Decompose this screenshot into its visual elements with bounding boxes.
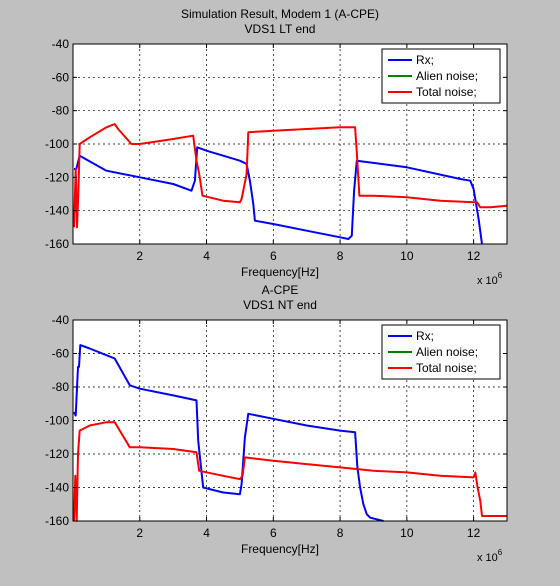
x-exponent-power: 6 <box>498 548 503 557</box>
y-tick-label: -120 <box>45 447 69 461</box>
y-tick-label: -60 <box>52 70 70 84</box>
y-tick-label: -100 <box>45 137 69 151</box>
x-tick-label: 4 <box>203 249 210 263</box>
x-exponent-base: x 10 <box>477 552 498 564</box>
x-tick-label: 2 <box>136 526 143 540</box>
series-line-rx <box>74 146 483 245</box>
chart-subtitle: VDS1 LT end <box>245 22 316 36</box>
series-line-totalnoise <box>73 123 508 229</box>
legend-label: Total noise; <box>416 85 477 99</box>
x-tick-label: 8 <box>337 249 344 263</box>
y-tick-label: -60 <box>52 347 70 361</box>
x-tick-label: 12 <box>467 249 481 263</box>
series-line-totalnoise <box>73 421 507 522</box>
y-tick-label: -40 <box>52 37 70 51</box>
x-tick-label: 6 <box>270 249 277 263</box>
x-tick-label: 10 <box>400 249 414 263</box>
x-axis-label: Frequency[Hz] <box>241 265 319 279</box>
y-tick-label: -100 <box>45 414 69 428</box>
y-tick-label: -120 <box>45 170 69 184</box>
legend-label: Total noise; <box>416 361 477 375</box>
x-axis-label: Frequency[Hz] <box>241 542 319 556</box>
x-tick-label: 12 <box>467 526 481 540</box>
x-tick-label: 2 <box>136 249 143 263</box>
x-tick-label: 8 <box>337 526 344 540</box>
legend-label: Alien noise; <box>416 69 478 83</box>
y-tick-label: -160 <box>45 237 69 251</box>
legend: Rx; Alien noise; Total noise; <box>381 324 501 380</box>
y-tick-label: -140 <box>45 204 69 218</box>
chart-subtitle: VDS1 NT end <box>243 298 317 312</box>
x-exponent-power: 6 <box>498 271 503 280</box>
legend-label: Rx; <box>416 329 434 343</box>
legend-label: Alien noise; <box>416 345 478 359</box>
chart-title: A-CPE <box>262 283 299 297</box>
x-tick-label: 10 <box>400 526 414 540</box>
x-exponent-base: x 10 <box>477 275 498 287</box>
legend-label: Rx; <box>416 53 434 67</box>
x-tick-label: 4 <box>203 526 210 540</box>
y-tick-label: -80 <box>52 104 70 118</box>
y-tick-label: -80 <box>52 380 70 394</box>
chart-1: Simulation Result, Modem 1 (A-CPE)VDS1 L… <box>45 7 508 287</box>
x-exponent-label: x 106 <box>477 271 503 287</box>
chart-title: Simulation Result, Modem 1 (A-CPE) <box>181 7 379 21</box>
y-tick-label: -40 <box>52 313 70 327</box>
x-tick-label: 6 <box>270 526 277 540</box>
y-tick-label: -140 <box>45 481 69 495</box>
legend: Rx; Alien noise; Total noise; <box>381 48 501 104</box>
y-tick-label: -160 <box>45 514 69 528</box>
series-line-rx <box>73 344 384 522</box>
x-exponent-label: x 106 <box>477 548 503 564</box>
